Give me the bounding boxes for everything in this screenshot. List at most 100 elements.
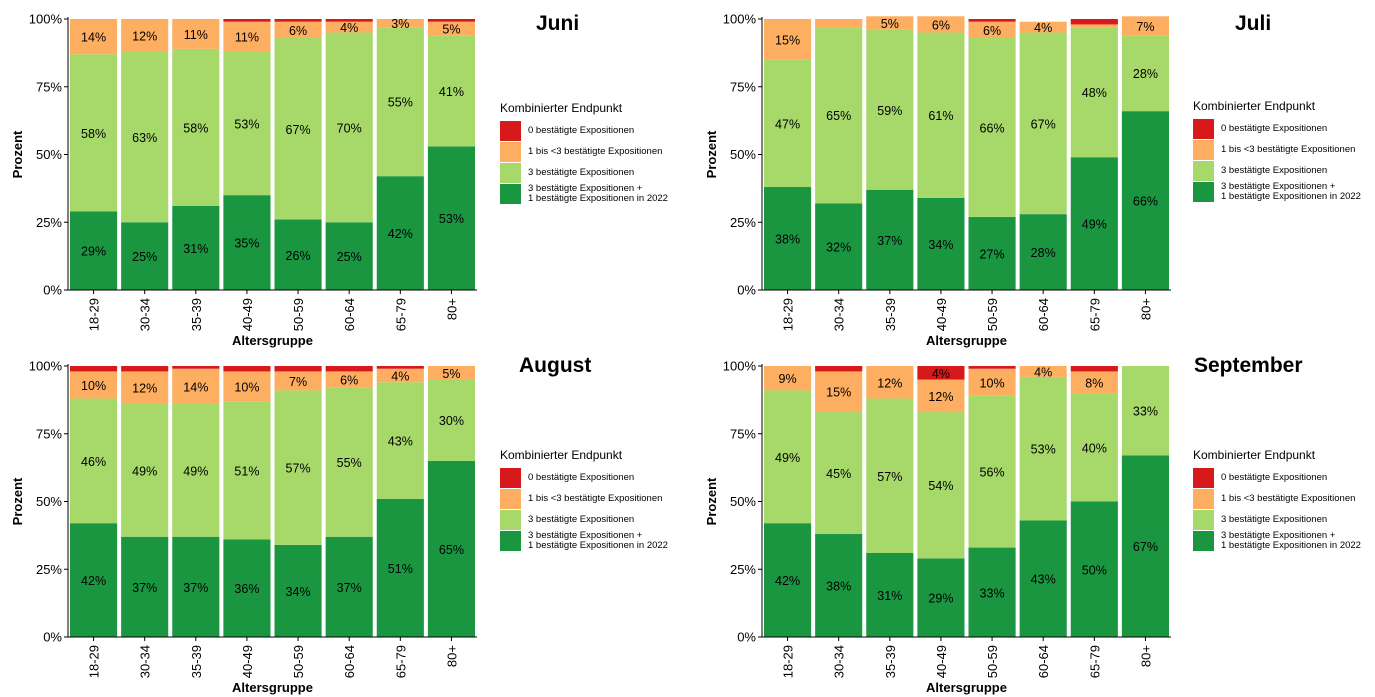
y-tick-label: 25% <box>730 215 756 230</box>
bar-three <box>70 398 118 524</box>
bar-three <box>172 403 220 537</box>
legend-label: 3 bestätigte Expositionen + 1 bestätigte… <box>1221 529 1361 551</box>
legend-swatch <box>500 162 521 183</box>
data-label: 4% <box>391 369 409 383</box>
data-label: 30% <box>439 414 464 428</box>
data-label: 42% <box>388 227 413 241</box>
legend-item-one_to_three: 1 bis <3 bestätigte Expositionen <box>1193 139 1361 160</box>
bar-three_plus_one <box>223 195 271 290</box>
bar-three_plus_one <box>376 498 424 637</box>
bar-three_plus_one <box>764 187 812 290</box>
data-label: 53% <box>1031 443 1056 457</box>
y-tick-label: 0% <box>43 630 62 645</box>
bar-three_plus_one <box>815 203 863 290</box>
data-label: 53% <box>439 212 464 226</box>
data-label: 54% <box>928 479 953 493</box>
x-tick-label: 80+ <box>444 645 459 667</box>
bar-one_to_three <box>968 368 1016 396</box>
y-tick-label: 100% <box>29 12 63 27</box>
data-label: 59% <box>877 104 902 118</box>
legend-title: Kombinierter Endpunkt <box>1193 99 1316 113</box>
data-label: 11% <box>184 28 208 42</box>
bar-three_plus_one <box>1070 501 1118 637</box>
bar-three_plus_one <box>274 544 322 637</box>
legend-item-three: 3 bestätigte Expositionen <box>1193 160 1361 181</box>
data-label: 15% <box>775 33 800 47</box>
legend-label: 3 bestätigte Expositionen <box>1221 164 1328 176</box>
data-label: 47% <box>775 117 800 131</box>
data-label: 12% <box>928 390 953 404</box>
data-label: 67% <box>1031 117 1056 131</box>
x-tick-label: 40-49 <box>934 645 949 678</box>
bar-zero <box>1070 366 1118 372</box>
bar-one_to_three <box>968 21 1016 38</box>
y-tick-label: 50% <box>730 147 756 162</box>
bar-one_to_three <box>866 366 914 399</box>
data-label: 5% <box>442 22 460 36</box>
data-label: 6% <box>289 24 307 38</box>
legend-label: 1 bis <3 bestätigte Expositionen <box>528 492 663 504</box>
legend-label: 1 bis <3 bestätigte Expositionen <box>1221 143 1356 155</box>
bar-one_to_three <box>274 371 322 391</box>
legend-label: 3 bestätigte Expositionen <box>528 166 635 178</box>
chart-panel-juni: 29% 58% 14% 25% 63% 12% 31% 58% 11% 35% 53% 11% 26% 6… <box>0 0 688 349</box>
legend-swatch <box>500 183 521 204</box>
x-axis-title: Altersgruppe <box>232 680 313 695</box>
bar-one_to_three <box>917 379 965 413</box>
bar-one_to_three <box>172 368 220 404</box>
bar-zero <box>427 19 475 22</box>
data-label: 6% <box>932 18 950 32</box>
x-tick-label: 18-29 <box>87 298 102 331</box>
y-tick-label: 50% <box>730 494 756 509</box>
data-label: 25% <box>337 250 362 264</box>
data-label: 12% <box>132 382 157 396</box>
data-label: 57% <box>286 462 311 476</box>
data-label: 42% <box>775 574 800 588</box>
data-label: 41% <box>439 85 464 99</box>
bar-zero <box>968 366 1016 369</box>
y-tick-label: 25% <box>36 562 62 577</box>
legend-swatch <box>500 530 521 551</box>
bar-three_plus_one <box>172 205 220 290</box>
bar-three <box>917 412 965 559</box>
x-tick-label: 30-34 <box>138 645 153 678</box>
legend: Kombinierter Endpunkt 0 bestätigte Exposi… <box>500 448 668 551</box>
bar-zero <box>1070 19 1118 25</box>
bar-three_plus_one <box>1019 214 1067 290</box>
data-label: 28% <box>1133 67 1158 81</box>
bar-three <box>866 29 914 190</box>
data-label: 65% <box>826 109 851 123</box>
data-label: 43% <box>388 435 413 449</box>
data-label: 28% <box>1031 246 1056 260</box>
bar-three <box>172 48 220 206</box>
bar-three <box>968 395 1016 548</box>
legend-label: 1 bis <3 bestätigte Expositionen <box>528 145 663 157</box>
bar-one_to_three <box>1019 21 1067 33</box>
data-label: 63% <box>132 131 157 145</box>
bar-one_to_three <box>121 19 169 52</box>
bar-one_to_three <box>172 19 220 49</box>
legend-swatch <box>1193 509 1214 530</box>
bar-zero <box>223 366 271 372</box>
data-label: 67% <box>286 123 311 137</box>
bar-three_plus_one <box>764 523 812 637</box>
data-label: 58% <box>81 127 106 141</box>
data-label: 10% <box>234 380 259 394</box>
y-axis-title: Prozent <box>704 477 719 525</box>
data-label: 9% <box>779 372 797 386</box>
x-tick-label: 60-64 <box>1036 298 1051 331</box>
data-label: 49% <box>132 464 157 478</box>
data-label: 67% <box>1133 540 1158 554</box>
chart-title: Juli <box>1235 12 1272 35</box>
data-label: 49% <box>1082 218 1107 232</box>
data-label: 37% <box>132 581 157 595</box>
bar-three_plus_one <box>1019 520 1067 637</box>
y-tick-label: 100% <box>723 12 757 27</box>
x-tick-label: 60-64 <box>1036 645 1051 678</box>
legend-item-one_to_three: 1 bis <3 bestätigte Expositionen <box>500 488 668 509</box>
chart-panel-august: 42% 46% 10% 37% 49% 12% 37% 49% 14% 36% 51% 10% 34% 5… <box>0 347 688 696</box>
legend-item-three_plus_one: 3 bestätigte Expositionen + 1 bestätigte… <box>500 530 668 551</box>
data-label: 50% <box>1082 563 1107 577</box>
data-label: 3% <box>391 17 409 31</box>
data-label: 49% <box>775 451 800 465</box>
